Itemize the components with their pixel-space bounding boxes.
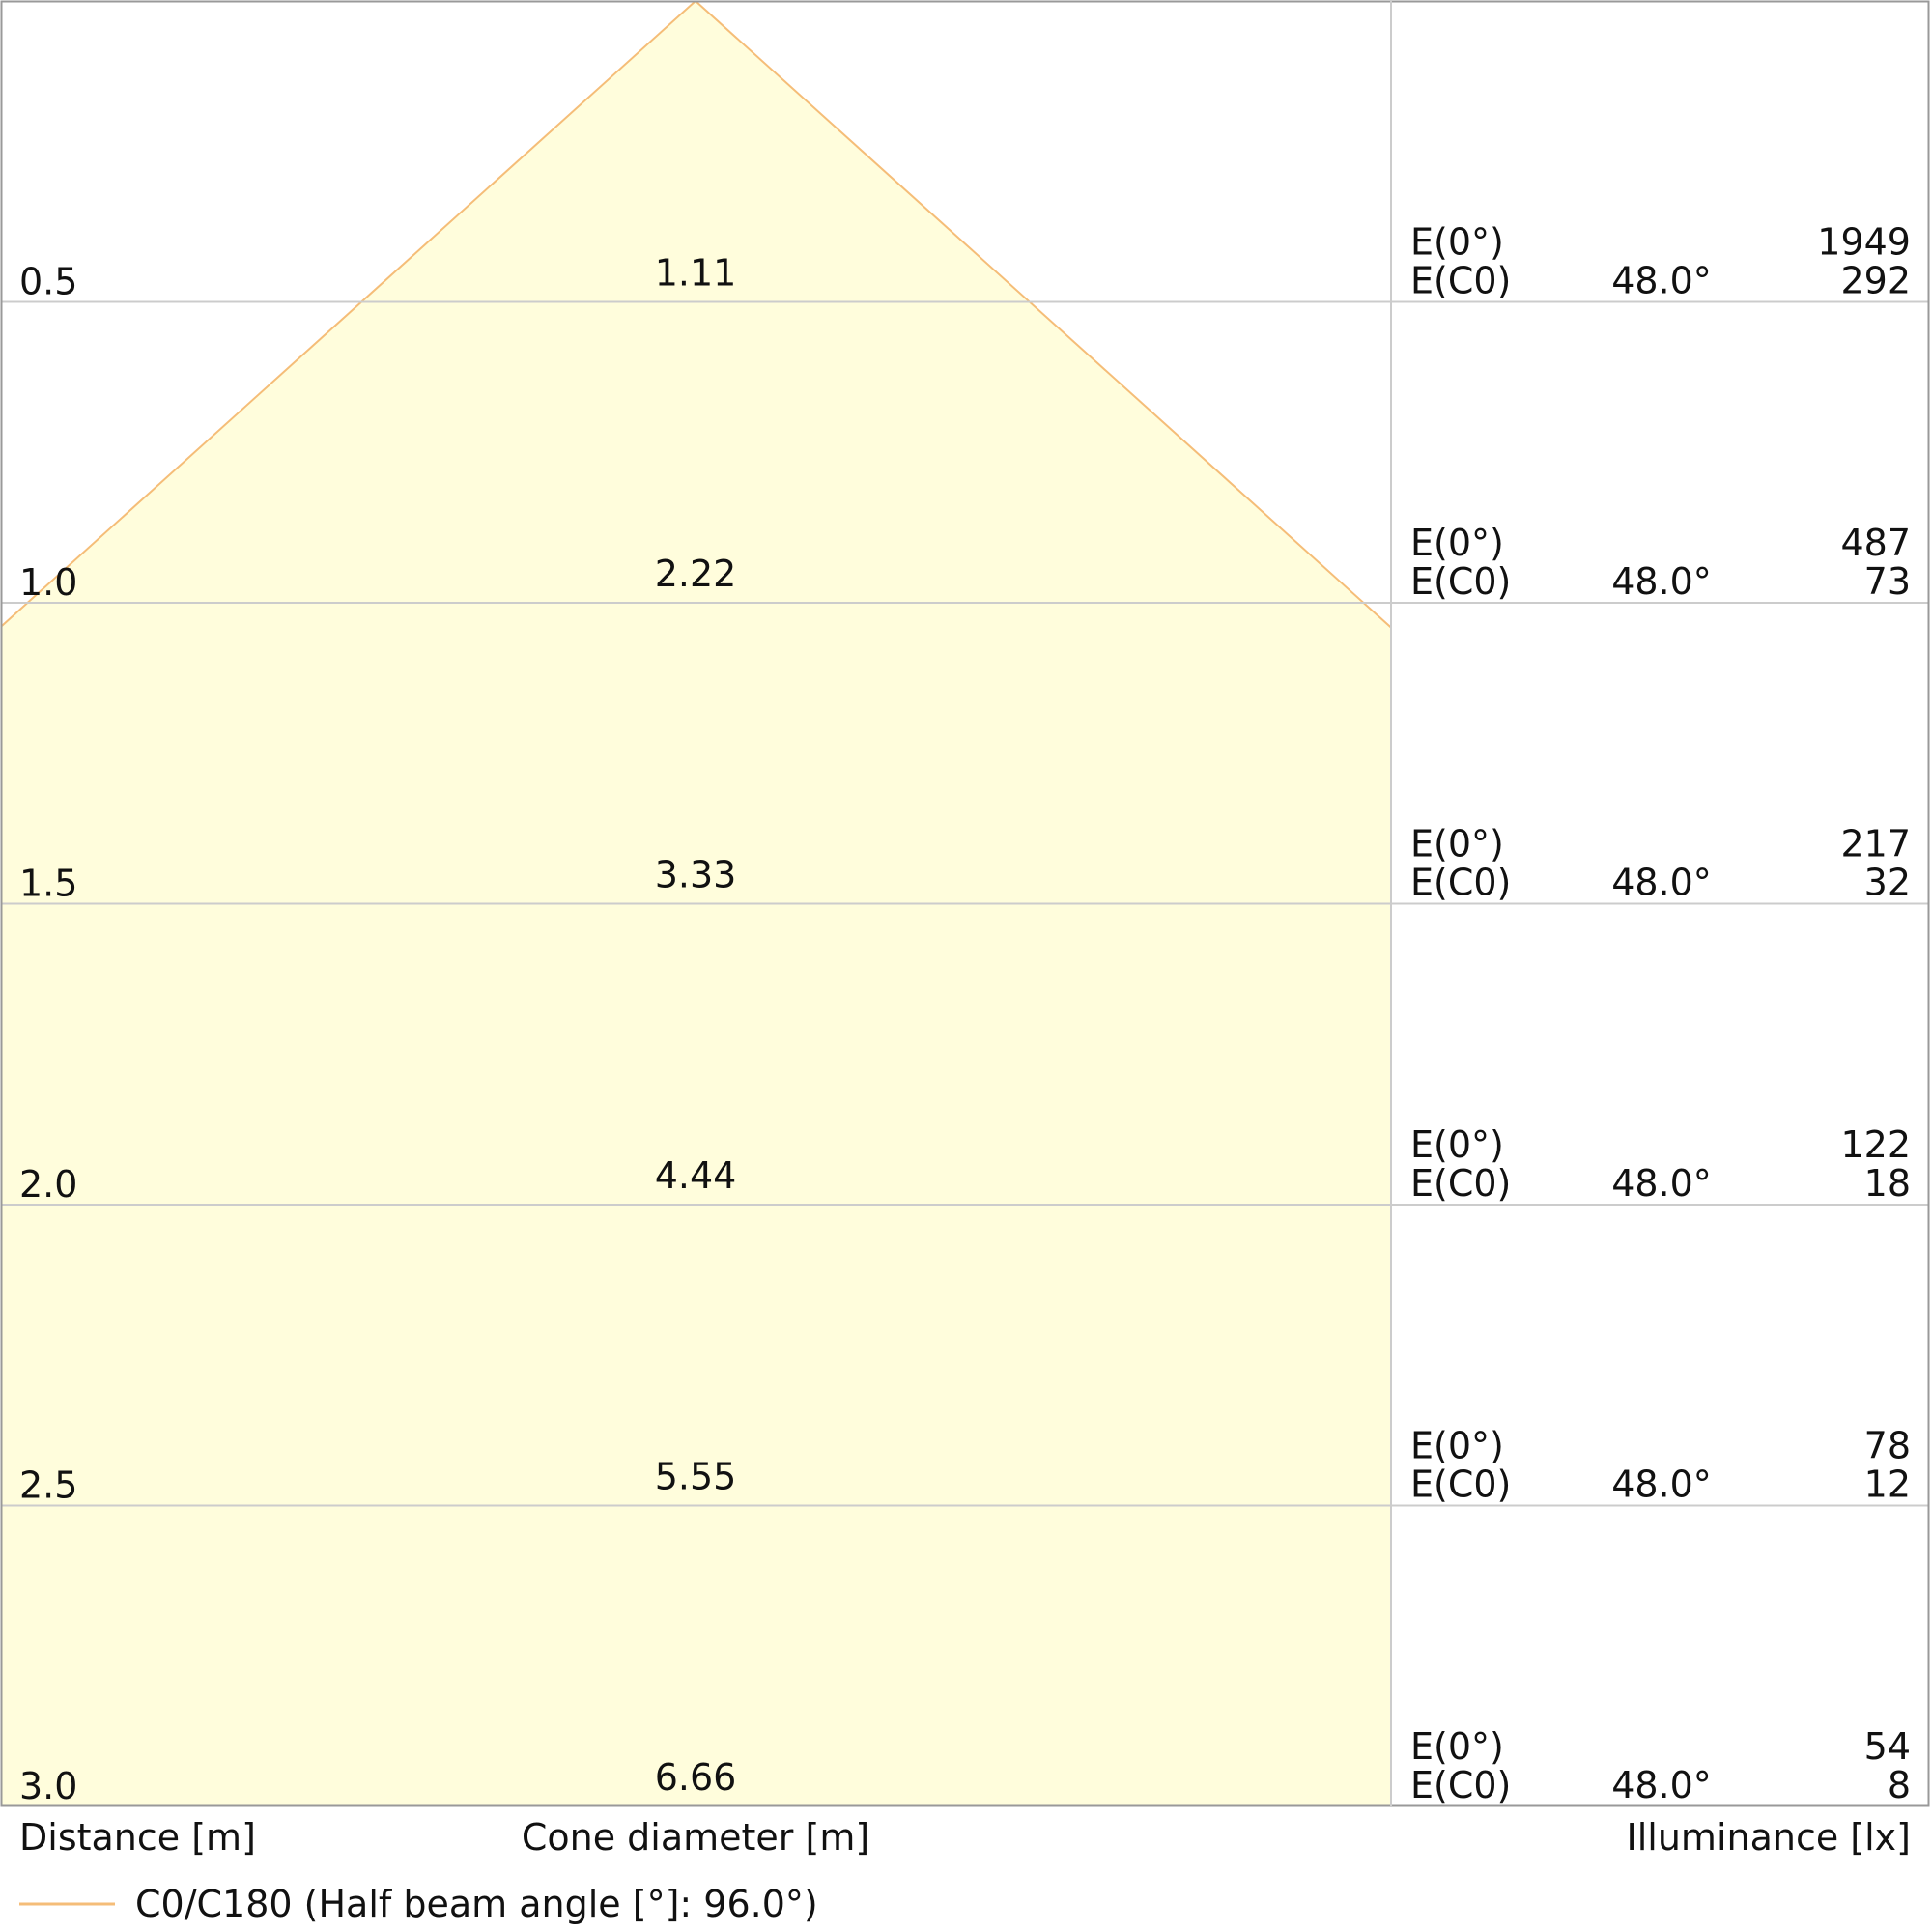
ec0-value: 12 xyxy=(1864,1463,1911,1506)
ec0-label: E(C0) xyxy=(1410,1162,1511,1205)
diameter-value: 5.55 xyxy=(655,1456,737,1498)
e0-value: 122 xyxy=(1840,1123,1911,1166)
angle: 48.0° xyxy=(1611,260,1712,302)
distance-label: 2.5 xyxy=(19,1464,77,1507)
e0-value: 217 xyxy=(1840,823,1911,866)
e0-value: 1949 xyxy=(1817,221,1911,264)
e0-value: 54 xyxy=(1864,1725,1911,1768)
e0-label: E(0°) xyxy=(1410,1123,1504,1166)
distance-label: 2.0 xyxy=(19,1163,77,1206)
e0-label: E(0°) xyxy=(1410,1725,1504,1768)
ec0-value: 18 xyxy=(1864,1162,1911,1205)
angle: 48.0° xyxy=(1611,862,1712,904)
ec0-label: E(C0) xyxy=(1410,260,1511,302)
ec0-value: 8 xyxy=(1888,1764,1911,1806)
frame xyxy=(0,0,1930,1807)
angle: 48.0° xyxy=(1611,1463,1712,1506)
ec0-label: E(C0) xyxy=(1410,862,1511,904)
angle: 48.0° xyxy=(1611,1162,1712,1205)
diameter-value: 1.11 xyxy=(655,252,737,295)
ec0-value: 32 xyxy=(1864,862,1911,904)
ec0-label: E(C0) xyxy=(1410,1463,1511,1506)
diameter-value: 4.44 xyxy=(655,1154,737,1197)
ec0-label: E(C0) xyxy=(1410,560,1511,603)
distance-label: 0.5 xyxy=(19,261,77,303)
legend-text: C0/C180 (Half beam angle [°]: 96.0°) xyxy=(135,1883,818,1925)
diameter-value: 2.22 xyxy=(655,553,737,595)
value-label: Illuminance [lx] xyxy=(1627,1816,1911,1859)
distance-label: 1.5 xyxy=(19,863,77,905)
diameter-label: Cone diameter [m] xyxy=(522,1816,869,1859)
ec0-value: 292 xyxy=(1840,260,1911,302)
distance-label: 1.0 xyxy=(19,561,77,604)
ec0-value: 73 xyxy=(1864,560,1911,603)
e0-value: 487 xyxy=(1840,522,1911,564)
e0-label: E(0°) xyxy=(1410,823,1504,866)
angle: 48.0° xyxy=(1611,560,1712,603)
e0-label: E(0°) xyxy=(1410,221,1504,264)
diameter-value: 6.66 xyxy=(655,1756,737,1799)
e0-label: E(0°) xyxy=(1410,522,1504,564)
diameter-value: 3.33 xyxy=(655,854,737,896)
distance-label: 3.0 xyxy=(19,1765,77,1807)
e0-value: 78 xyxy=(1864,1425,1911,1467)
ec0-label: E(C0) xyxy=(1410,1764,1511,1806)
x-label: Distance [m] xyxy=(19,1816,256,1859)
angle: 48.0° xyxy=(1611,1764,1712,1806)
e0-label: E(0°) xyxy=(1410,1425,1504,1467)
